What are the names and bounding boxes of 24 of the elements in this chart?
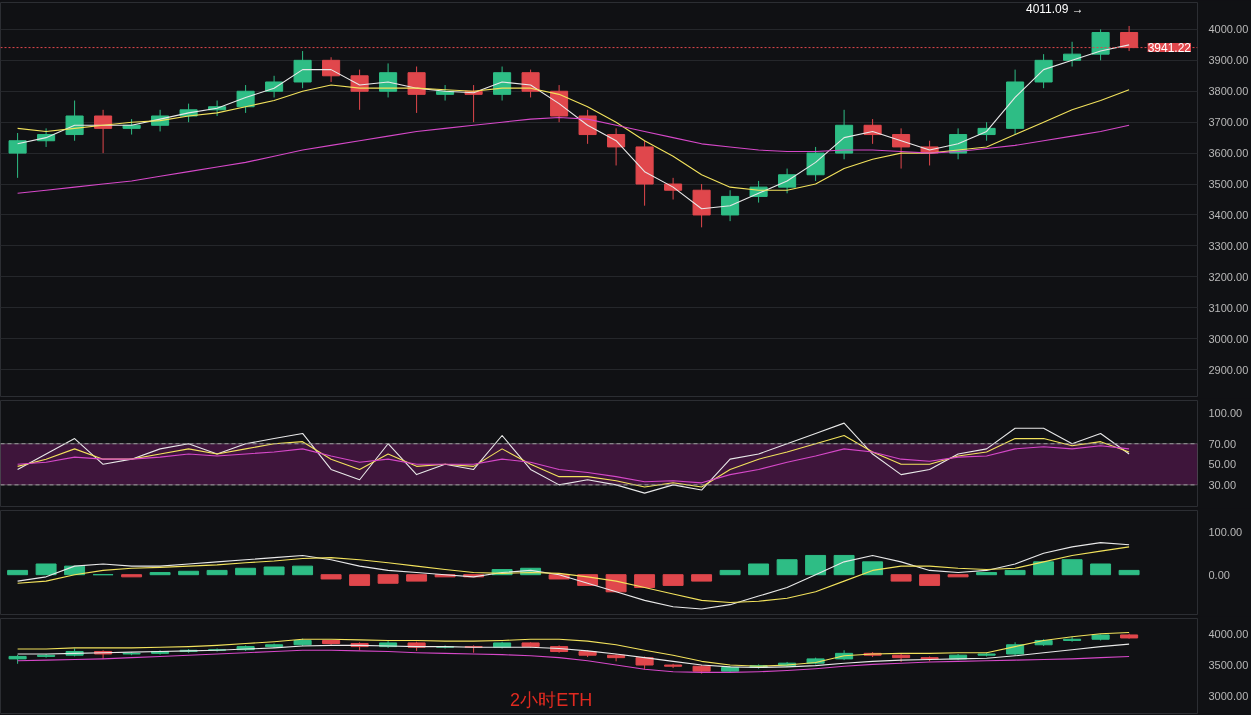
annotation: 2小时ETH <box>510 689 593 710</box>
y-tick-label: 50.00 <box>1208 458 1237 471</box>
y-tick-label: 3000.00 <box>1208 689 1249 702</box>
y-tick-label: 100.00 <box>1208 406 1243 419</box>
y-tick-label: 4000.00 <box>1208 23 1249 36</box>
y-tick-label: 3200.00 <box>1208 270 1249 283</box>
y-tick-label: 3400.00 <box>1208 208 1249 221</box>
y-tick-label: 70.00 <box>1208 437 1237 450</box>
y-tick-label: 3300.00 <box>1208 239 1249 252</box>
y-tick-label: 3500.00 <box>1208 178 1249 191</box>
y-tick-label: 3500.00 <box>1208 659 1249 672</box>
y-tick-label: 3700.00 <box>1208 116 1249 129</box>
y-tick-label: 3100.00 <box>1208 301 1249 314</box>
y-tick-label: 3900.00 <box>1208 54 1249 67</box>
y-tick-label: 3600.00 <box>1208 147 1249 160</box>
annotation: 4011.09 → <box>1025 2 1084 17</box>
y-tick-label: 4000.00 <box>1208 628 1249 641</box>
y-tick-label: 3800.00 <box>1208 85 1249 98</box>
y-tick-label: 100.00 <box>1208 525 1243 538</box>
y-tick-label: 30.00 <box>1208 478 1237 491</box>
y-tick-label: 0.00 <box>1208 568 1230 581</box>
ref-line-label: 3941.22 <box>1147 41 1192 56</box>
y-tick-label: 2900.00 <box>1208 363 1249 376</box>
y-tick-label: 3000.00 <box>1208 332 1249 345</box>
